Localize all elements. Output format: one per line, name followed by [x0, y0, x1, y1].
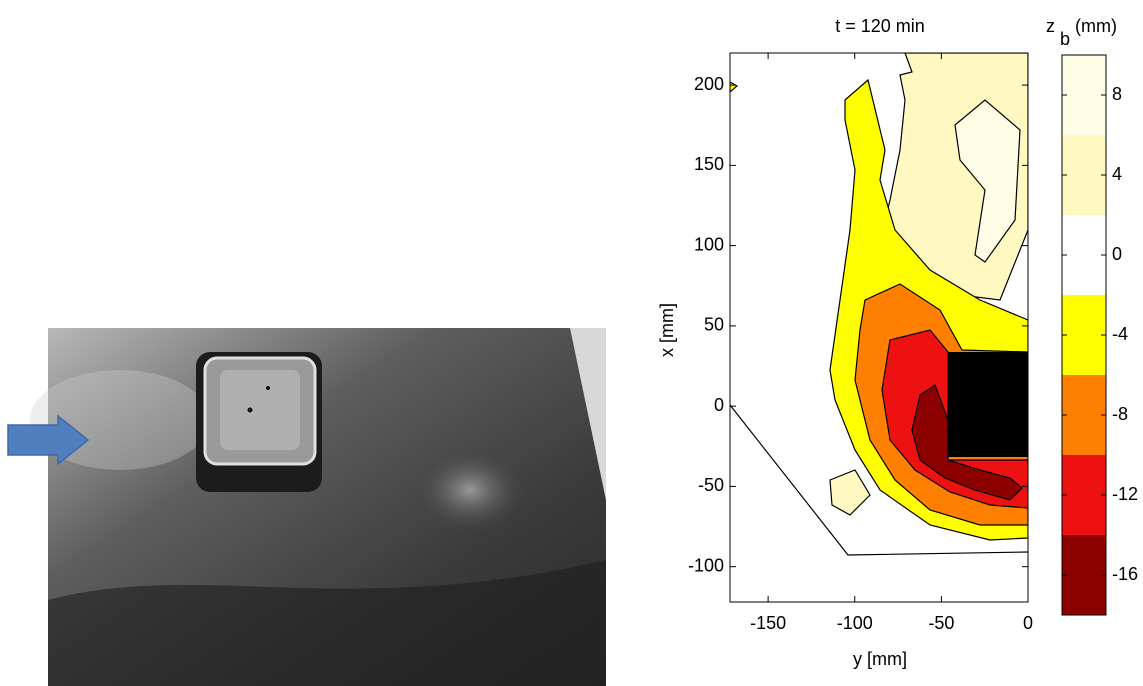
y-tick-label: 100 — [694, 234, 724, 254]
y-tick-label: -100 — [688, 555, 724, 575]
cylinder — [948, 352, 1028, 457]
contour-region — [730, 82, 737, 92]
colorbar-band — [1062, 535, 1106, 615]
colorbar-band — [1062, 295, 1106, 375]
x-axis-label: y [mm] — [853, 649, 907, 669]
colorbar-band — [1062, 375, 1106, 455]
colorbar-tick-label: -4 — [1112, 324, 1128, 344]
y-axis-label: x [mm] — [657, 303, 677, 357]
y-tick-label: 200 — [694, 74, 724, 94]
colorbar-tick-label: -12 — [1112, 484, 1138, 504]
x-tick-label: -150 — [750, 613, 786, 633]
x-tick-label: -100 — [837, 613, 873, 633]
figure: -150 -100 -50 0 -100 -50 0 50 100 150 200 8 4 0 -4 -8 -1… — [0, 0, 1143, 686]
contour-region — [830, 470, 870, 515]
y-tick-label: 150 — [694, 154, 724, 174]
colorbar-tick-label: 0 — [1112, 244, 1122, 264]
colorbar-unit: (mm) — [1075, 16, 1117, 36]
chart-title: t = 120 min — [835, 16, 925, 36]
x-tick-label: 0 — [1023, 613, 1033, 633]
colorbar-band — [1062, 455, 1106, 535]
colorbar-band — [1062, 55, 1106, 135]
y-tick-label: 0 — [714, 395, 724, 415]
colorbar-band — [1062, 215, 1106, 295]
y-tick-label: -50 — [698, 475, 724, 495]
colorbar-tick-label: -8 — [1112, 404, 1128, 424]
colorbar-tick-label: -16 — [1112, 564, 1138, 584]
colorbar-tick-label: 4 — [1112, 164, 1122, 184]
page: -150 -100 -50 0 -100 -50 0 50 100 150 200 8 4 0 -4 -8 -1… — [0, 0, 1143, 686]
x-tick-label: -50 — [928, 613, 954, 633]
contour-regions — [730, 53, 1028, 555]
colorbar-tick-label: 8 — [1112, 84, 1122, 104]
y-tick-label: 50 — [704, 315, 724, 335]
colorbar-label-sub: b — [1060, 29, 1070, 49]
colorbar-band — [1062, 135, 1106, 215]
photo — [30, 328, 606, 686]
colorbar-label: z — [1046, 16, 1055, 36]
